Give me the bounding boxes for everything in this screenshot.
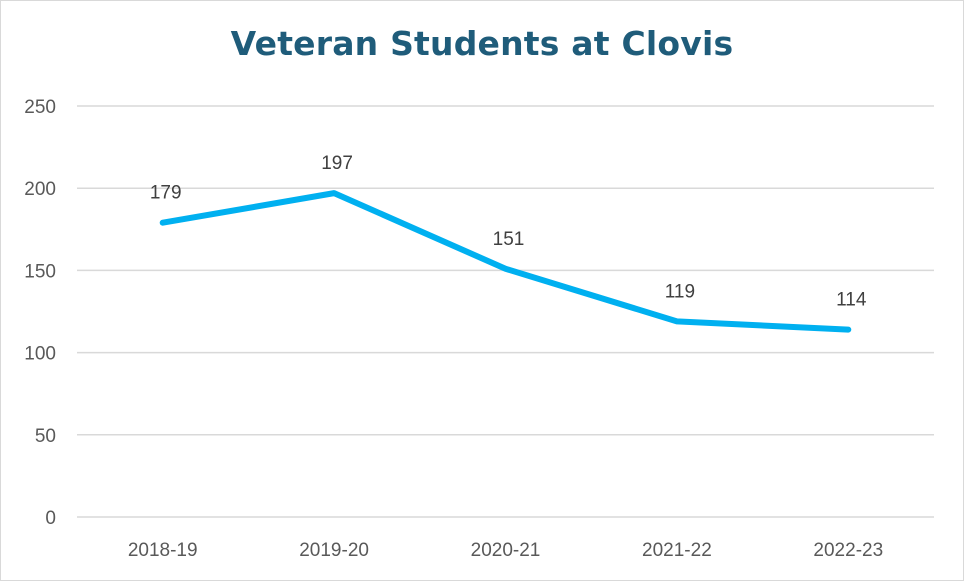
data-label-2019-20: 197 <box>321 153 353 174</box>
x-tick-label-2018-19: 2018-19 <box>128 540 198 561</box>
gridlines <box>77 105 934 518</box>
y-tick-label-200: 200 <box>24 179 56 200</box>
x-tick-label-2020-21: 2020-21 <box>471 540 541 561</box>
x-axis-ticks: 2018-19 2019-20 2020-21 2021-22 2022-23 <box>128 540 883 561</box>
y-tick-label-150: 150 <box>24 261 56 282</box>
y-axis-ticks: 0 50 100 150 200 250 <box>24 97 56 529</box>
x-tick-label-2019-20: 2019-20 <box>299 540 369 561</box>
data-label-2022-23: 114 <box>836 290 867 311</box>
data-label-2021-22: 119 <box>665 281 695 302</box>
series-layer <box>159 190 852 333</box>
x-tick-label-2022-23: 2022-23 <box>813 540 883 561</box>
x-tick-label-2021-22: 2021-22 <box>642 540 712 561</box>
data-label-2020-21: 151 <box>493 229 525 250</box>
chart-title: Veteran Students at Clovis <box>230 24 734 63</box>
y-tick-label-0: 0 <box>45 508 56 529</box>
data-label-2018-19: 179 <box>150 183 182 204</box>
data-labels: 179 197 151 119 114 <box>150 153 867 310</box>
series-line-0 <box>159 190 852 333</box>
y-tick-label-50: 50 <box>35 426 56 447</box>
y-tick-label-100: 100 <box>24 344 56 365</box>
y-tick-label-250: 250 <box>24 97 56 118</box>
